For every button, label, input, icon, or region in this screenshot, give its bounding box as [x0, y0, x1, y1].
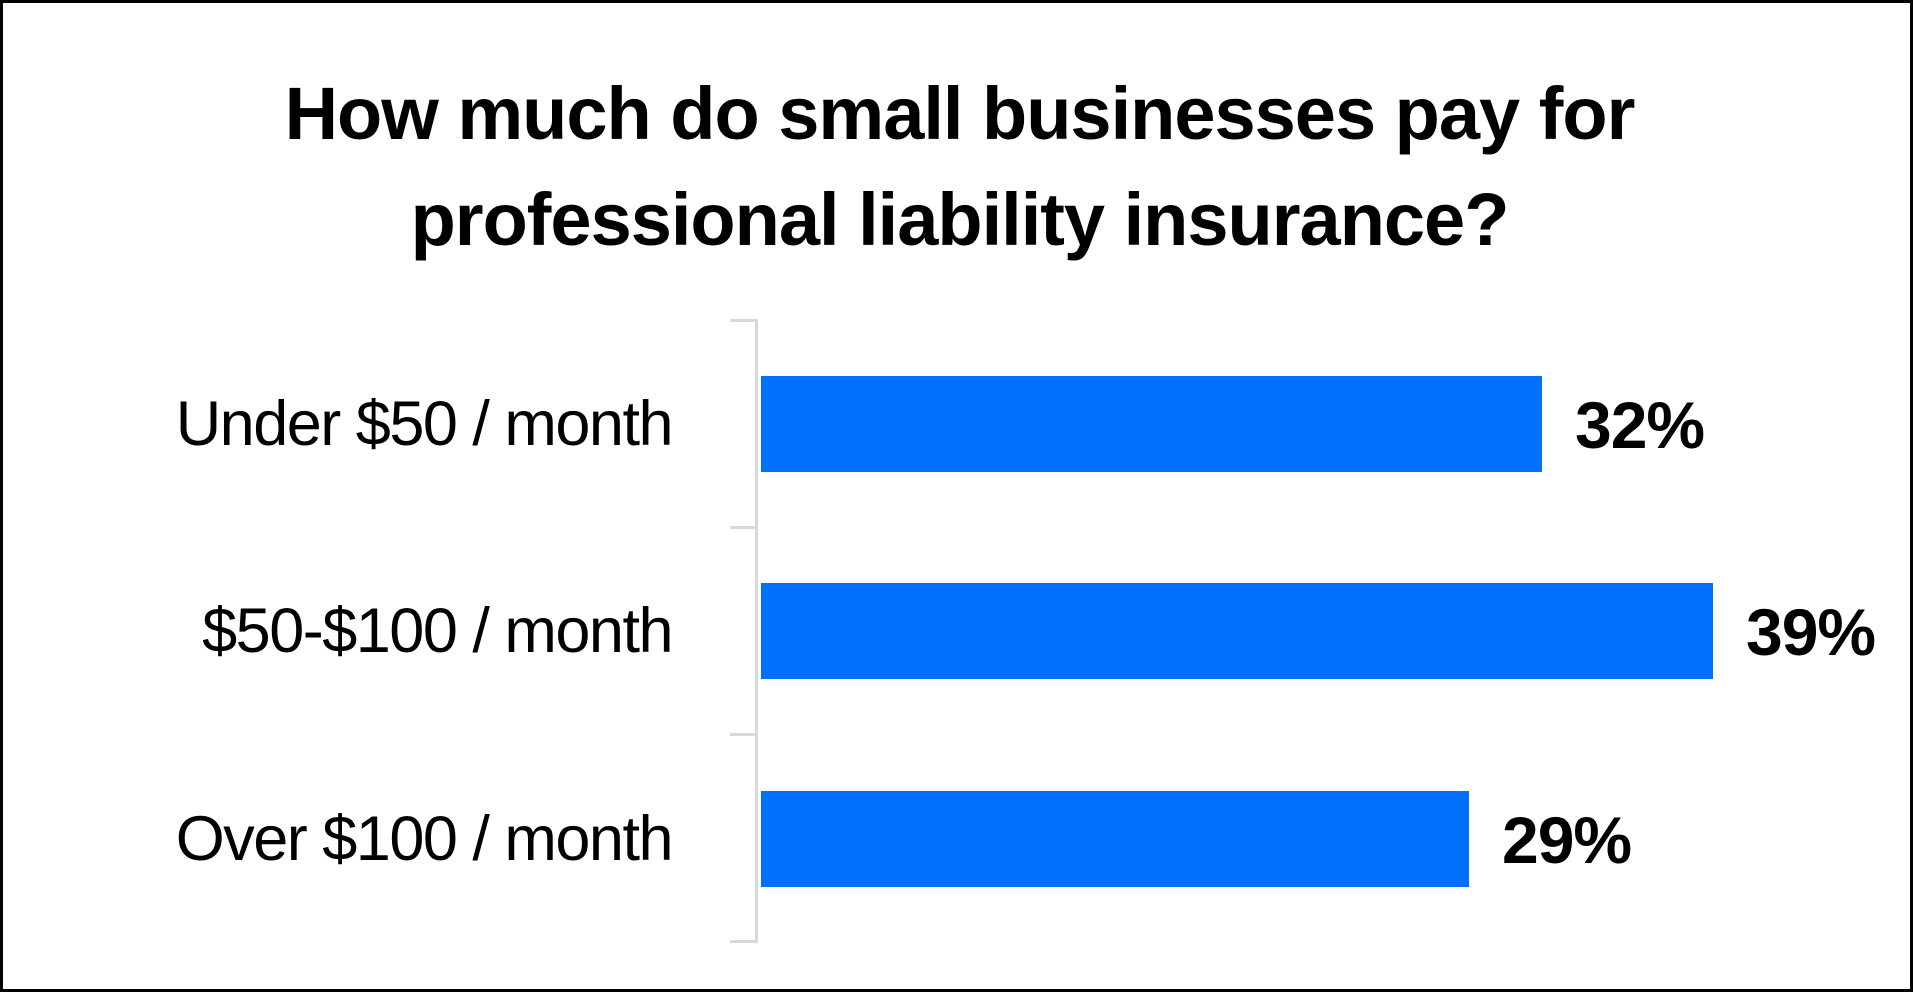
bar-over-100 — [761, 791, 1469, 887]
axis-tick — [730, 319, 758, 322]
axis-tick — [730, 733, 758, 736]
bar-under-50 — [761, 376, 1542, 472]
value-label-over-100: 29% — [1502, 803, 1632, 877]
chart-title-line-1: How much do small businesses pay for — [284, 72, 1636, 155]
axis-tick — [730, 940, 758, 943]
category-axis-line — [755, 320, 758, 942]
value-label-under-50: 32% — [1575, 388, 1705, 462]
value-label-50-100: 39% — [1746, 595, 1876, 669]
category-label-50-100: $50-$100 / month — [202, 596, 673, 666]
bar-50-100 — [761, 583, 1713, 679]
axis-tick — [730, 526, 758, 529]
chart-title-line-2: professional liability insurance? — [410, 178, 1510, 261]
category-label-over-100: Over $100 / month — [175, 804, 674, 874]
chart-title: How much do small businesses pay for pro… — [3, 61, 1913, 273]
category-label-under-50: Under $50 / month — [175, 389, 674, 459]
